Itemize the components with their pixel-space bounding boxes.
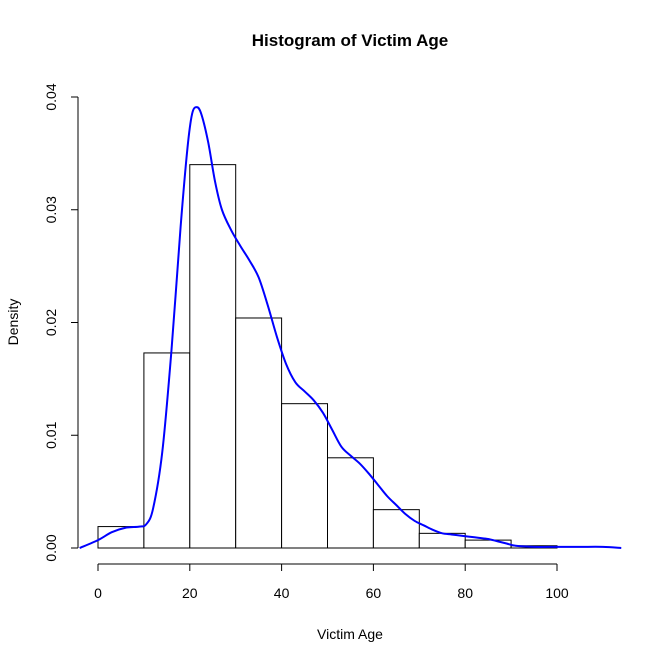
- x-axis-label: Victim Age: [317, 626, 383, 642]
- chart-title: Histogram of Victim Age: [252, 31, 448, 50]
- histogram-bar: [327, 457, 374, 549]
- x-tick-label: 80: [457, 585, 473, 601]
- histogram-bar: [235, 317, 283, 549]
- x-tick-label: 40: [274, 585, 290, 601]
- x-tick-label: 100: [545, 585, 569, 601]
- x-tick-label: 0: [94, 585, 102, 601]
- y-axis-label: Density: [5, 299, 21, 346]
- y-tick-label: 0.02: [43, 309, 59, 336]
- x-axis-ticks: 0 20 40 60 80 100: [94, 564, 569, 601]
- histogram-bar: [189, 164, 237, 549]
- histogram-bar: [464, 539, 512, 549]
- y-tick-label: 0.01: [43, 421, 59, 448]
- y-tick-label: 0.04: [43, 83, 59, 110]
- y-tick-label: 0.00: [43, 534, 59, 561]
- histogram-bar: [372, 509, 420, 549]
- x-tick-label: 60: [366, 585, 382, 601]
- y-axis-ticks: 0.00 0.01 0.02 0.03 0.04: [43, 83, 78, 562]
- x-tick-label: 20: [182, 585, 198, 601]
- histogram-bars: [97, 164, 558, 549]
- histogram-bar: [281, 403, 329, 549]
- y-tick-label: 0.03: [43, 196, 59, 223]
- density-curve: [79, 106, 622, 549]
